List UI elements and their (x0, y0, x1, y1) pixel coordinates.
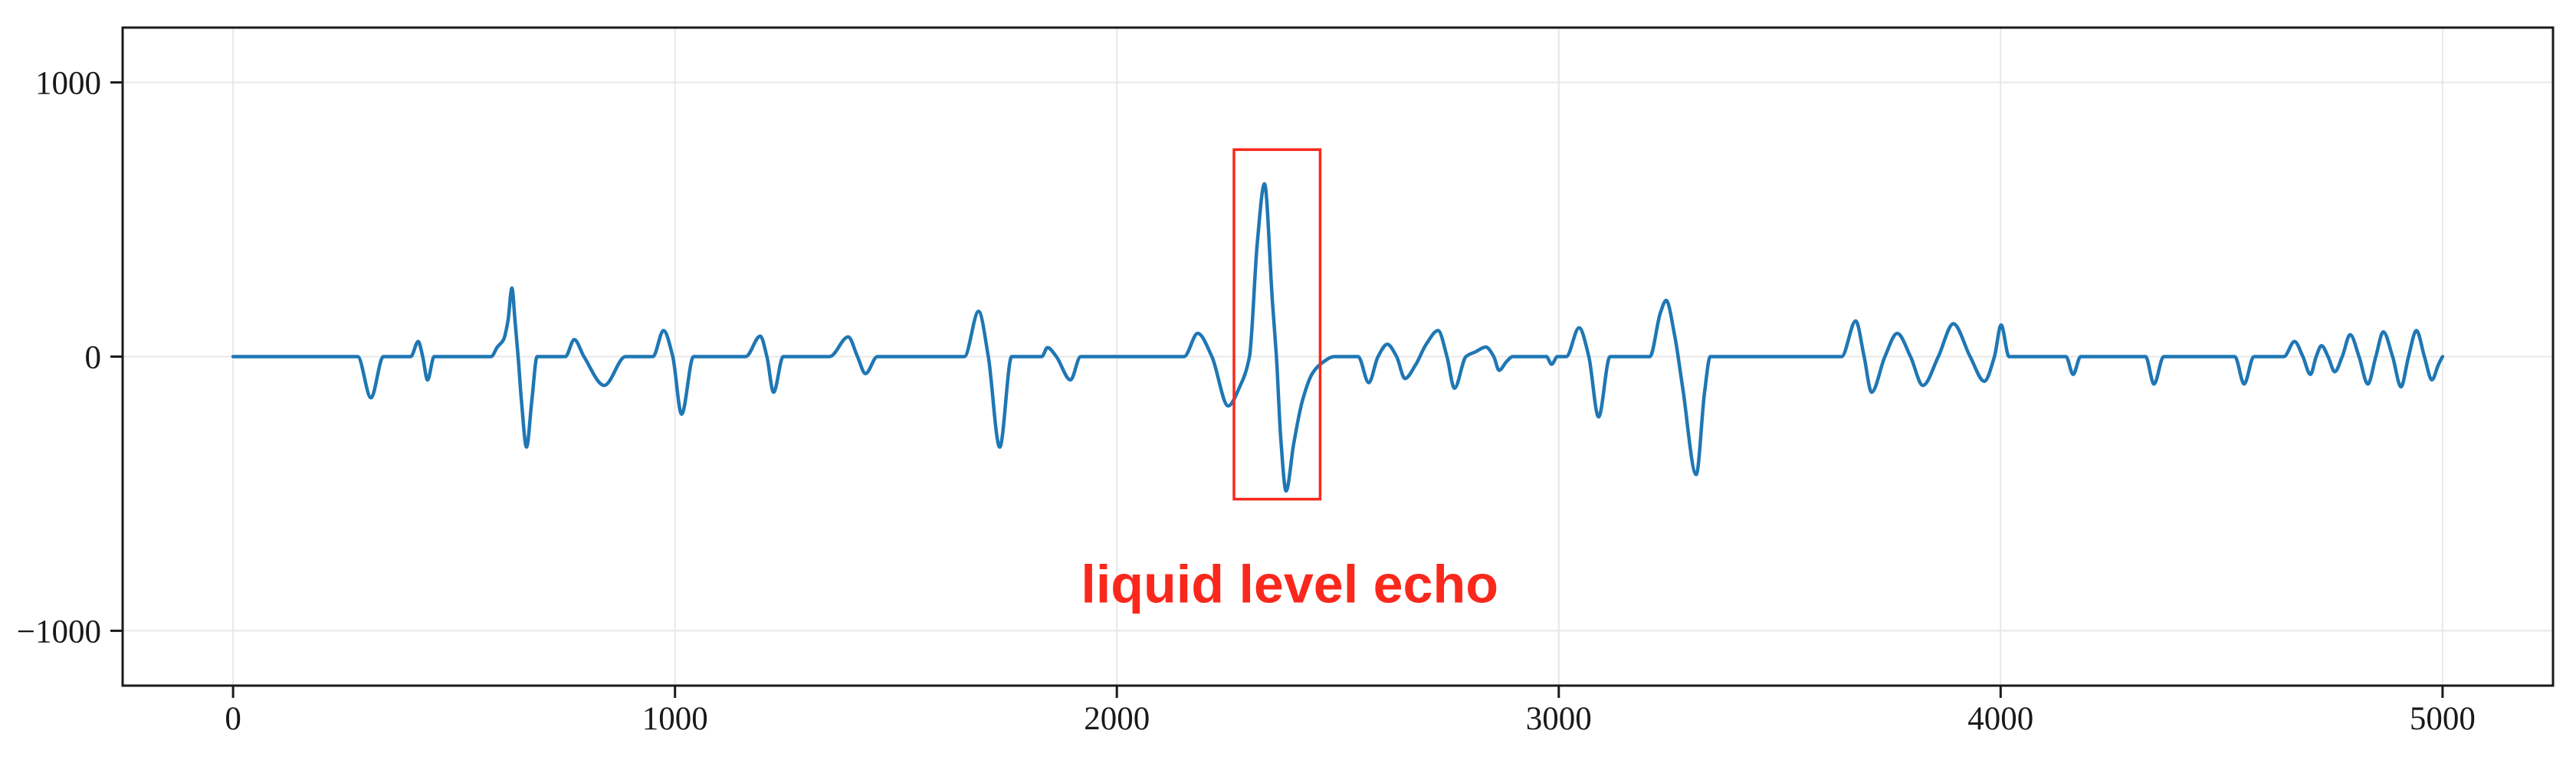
annotation-label: liquid level echo (1081, 555, 1498, 614)
x-tick-label: 2000 (1084, 701, 1150, 737)
signal-line (231, 182, 2445, 493)
x-tick-label: 5000 (2410, 701, 2476, 737)
highlight-box (1232, 148, 1322, 501)
y-tick-label: 0 (85, 340, 102, 376)
x-tick-label: 0 (225, 701, 241, 737)
y-tick-label: −1000 (17, 614, 101, 650)
y-tick-label: 1000 (35, 66, 101, 102)
x-tick-label: 4000 (1967, 701, 2033, 737)
x-tick-label: 1000 (642, 701, 708, 737)
x-tick-label: 3000 (1526, 701, 1592, 737)
